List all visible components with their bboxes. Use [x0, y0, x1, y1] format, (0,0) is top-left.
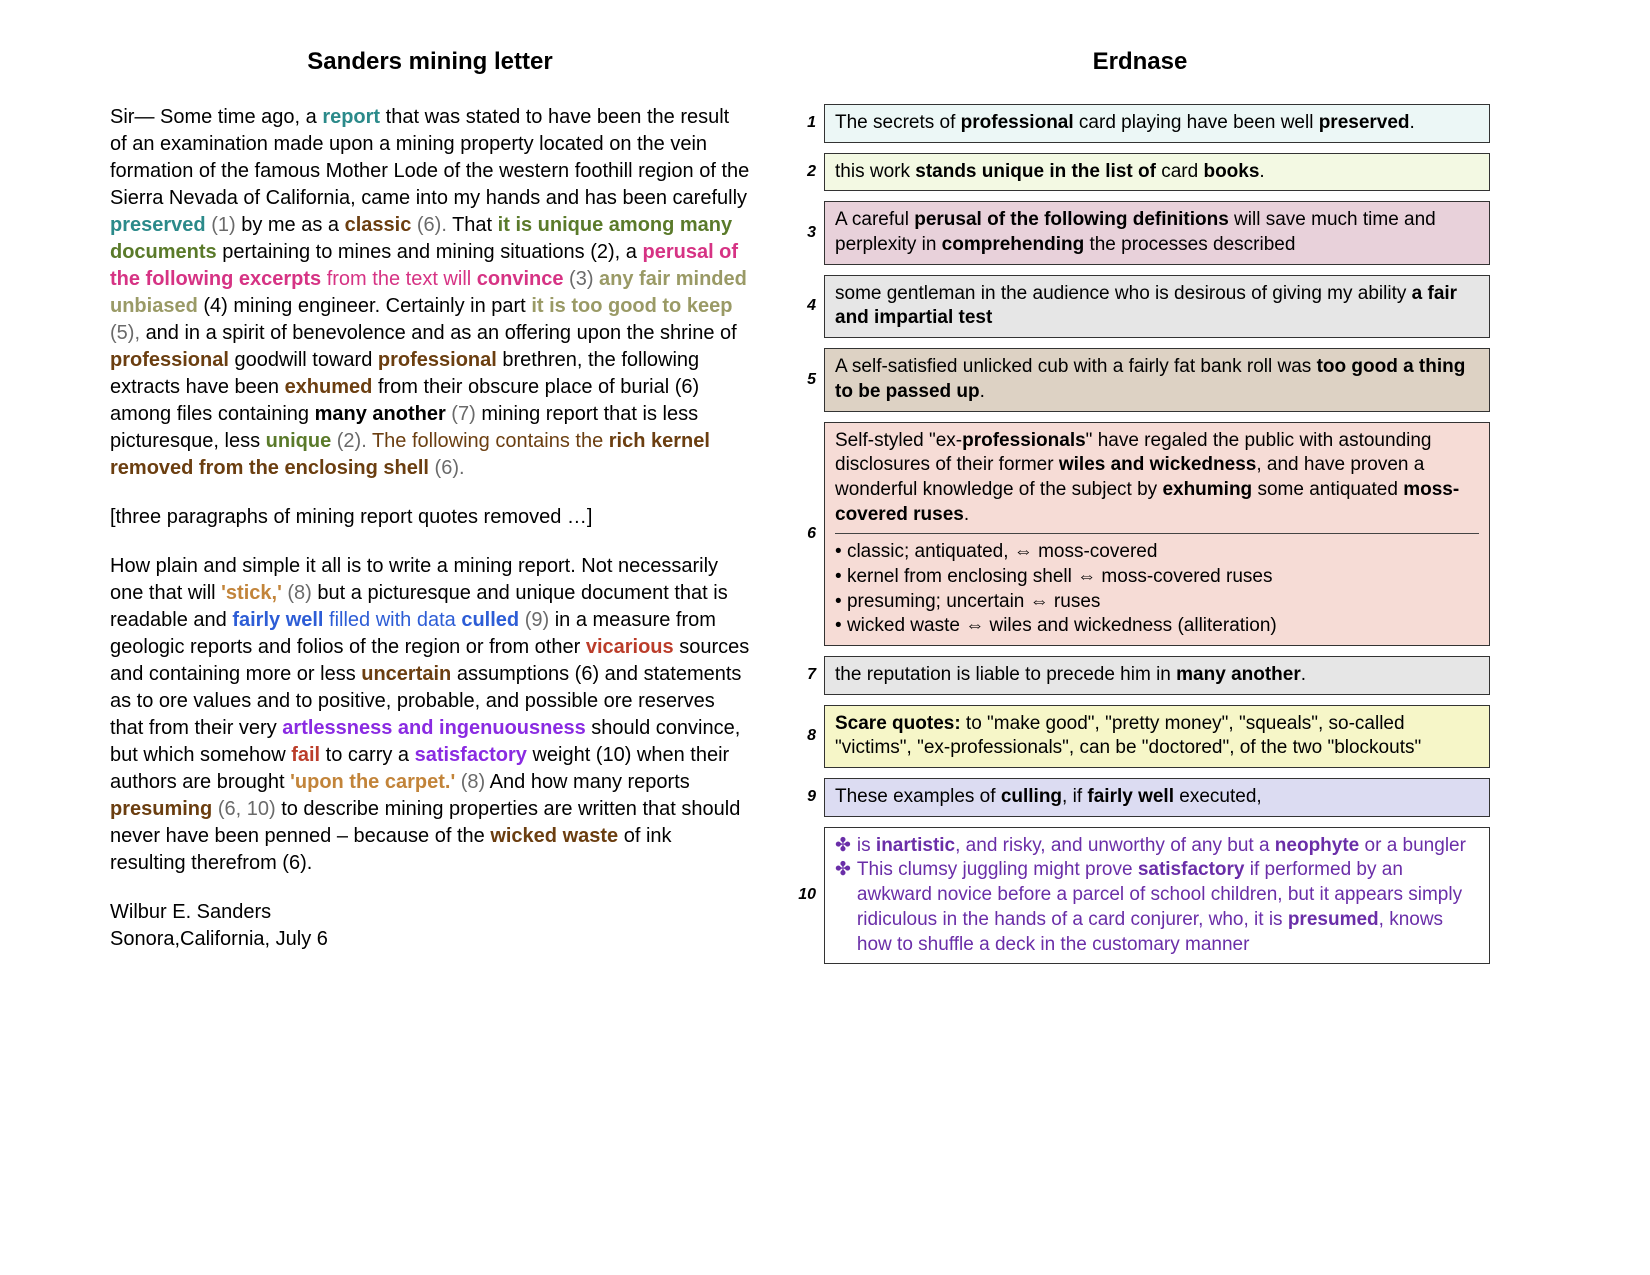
sig-name: Wilbur E. Sanders	[110, 899, 750, 926]
box-content: this work stands unique in the list of c…	[824, 153, 1490, 192]
box-number: 10	[790, 886, 816, 904]
box-number: 3	[790, 224, 816, 242]
ref: (5),	[110, 322, 140, 344]
box-number: 1	[790, 114, 816, 132]
box-number: 4	[790, 297, 816, 315]
t: and in a spirit of benevolence and as an…	[146, 322, 737, 344]
hl-vicarious: vicarious	[586, 636, 674, 658]
box-content: These examples of culling, if fairly wel…	[824, 778, 1490, 817]
hl-fairlywell: fairly well	[232, 609, 323, 631]
box-content: A careful perusal of the following defin…	[824, 201, 1490, 264]
page: Sanders mining letter Sir— Some time ago…	[0, 0, 1650, 1034]
box-number: 9	[790, 788, 816, 806]
hl-preserved: preserved	[110, 214, 206, 236]
box-row: 2 this work stands unique in the list of …	[790, 153, 1490, 192]
hl-stick: 'stick,'	[221, 582, 282, 604]
t: to carry a	[326, 744, 415, 766]
ref: (2).	[337, 430, 367, 452]
box-row: 9 These examples of culling, if fairly we…	[790, 778, 1490, 817]
ref: (9)	[525, 609, 549, 631]
ref: (3)	[569, 268, 599, 290]
hl-manyanother: many another	[315, 403, 446, 425]
box-content: The secrets of professional card playing…	[824, 104, 1490, 143]
box-content: Self-styled "ex-professionals" have rega…	[824, 422, 1490, 647]
left-column: Sanders mining letter Sir— Some time ago…	[110, 48, 750, 974]
letter-body: Sir— Some time ago, a report that was st…	[110, 104, 750, 953]
sig-place: Sonora,California, July 6	[110, 926, 750, 953]
box-number: 5	[790, 371, 816, 389]
ref: (6).	[435, 457, 465, 479]
hl-exhumed: exhumed	[285, 376, 373, 398]
t: from the text will	[327, 268, 477, 290]
box-content: is inartistic, and risky, and unworthy o…	[824, 827, 1490, 964]
box-content: some gentleman in the audience who is de…	[824, 275, 1490, 338]
ref: (1)	[211, 214, 235, 236]
hl-presuming: presuming	[110, 798, 212, 820]
box-number: 7	[790, 666, 816, 684]
right-title: Erdnase	[790, 48, 1490, 76]
box-content: Scare quotes: to "make good", "pretty mo…	[824, 705, 1490, 768]
hl-professional: professional	[378, 349, 497, 371]
box-number: 8	[790, 727, 816, 745]
hl-report: report	[322, 106, 380, 128]
box-number: 2	[790, 163, 816, 181]
letter-p2: How plain and simple it all is to write …	[110, 553, 750, 877]
signature: Wilbur E. Sanders Sonora,California, Jul…	[110, 899, 750, 953]
t: by me as a	[241, 214, 344, 236]
ref: (6, 10)	[218, 798, 276, 820]
hl-uncertain: uncertain	[361, 663, 451, 685]
box-row: 10 is inartistic, and risky, and unworthy…	[790, 827, 1490, 964]
t: The following contains the	[372, 430, 609, 452]
hl-professional: professional	[110, 349, 229, 371]
ref: (7)	[451, 403, 475, 425]
hl-fail: fail	[291, 744, 320, 766]
hl-unique: unique	[266, 430, 332, 452]
ref: (8)	[287, 582, 311, 604]
box-number: 6	[790, 525, 816, 543]
hl-artlessness: artlessness and ingenuousness	[282, 717, 585, 739]
t: That	[452, 214, 498, 236]
t: filled with data	[329, 609, 461, 631]
t: pertaining to mines and mining situation…	[222, 241, 642, 263]
letter-p1: Sir— Some time ago, a report that was st…	[110, 104, 750, 482]
hl-toogood: it is too good to keep	[531, 295, 732, 317]
ref: (6).	[417, 214, 447, 236]
hl-satisfactory: satisfactory	[415, 744, 527, 766]
box-row: 6 Self-styled "ex-professionals" have reg…	[790, 422, 1490, 647]
ref: (8)	[461, 771, 490, 793]
letter-removed: [three paragraphs of mining report quote…	[110, 504, 750, 531]
box-row: 5 A self-satisfied unlicked cub with a fa…	[790, 348, 1490, 411]
hl-culled: culled	[461, 609, 519, 631]
box-row: 3 A careful perusal of the following defi…	[790, 201, 1490, 264]
box-row: 8 Scare quotes: to "make good", "pretty m…	[790, 705, 1490, 768]
t: goodwill toward	[234, 349, 377, 371]
hl-wickedwaste: wicked waste	[490, 825, 618, 847]
t: (4) mining engineer. Certainly in part	[203, 295, 531, 317]
box-content: the reputation is liable to precede him …	[824, 656, 1490, 695]
box-row: 4 some gentleman in the audience who is d…	[790, 275, 1490, 338]
box-row: 1 The secrets of professional card playin…	[790, 104, 1490, 143]
hl-convince: convince	[477, 268, 564, 290]
hl-classic: classic	[345, 214, 412, 236]
box-content: A self-satisfied unlicked cub with a fai…	[824, 348, 1490, 411]
t: Sir— Some time ago, a	[110, 106, 322, 128]
left-title: Sanders mining letter	[110, 48, 750, 76]
box-list: 1 The secrets of professional card playin…	[790, 104, 1490, 964]
box-row: 7 the reputation is liable to precede him…	[790, 656, 1490, 695]
t: And how many reports	[490, 771, 690, 793]
hl-carpet: 'upon the carpet.'	[290, 771, 455, 793]
right-column: Erdnase 1 The secrets of professional car…	[790, 48, 1490, 974]
